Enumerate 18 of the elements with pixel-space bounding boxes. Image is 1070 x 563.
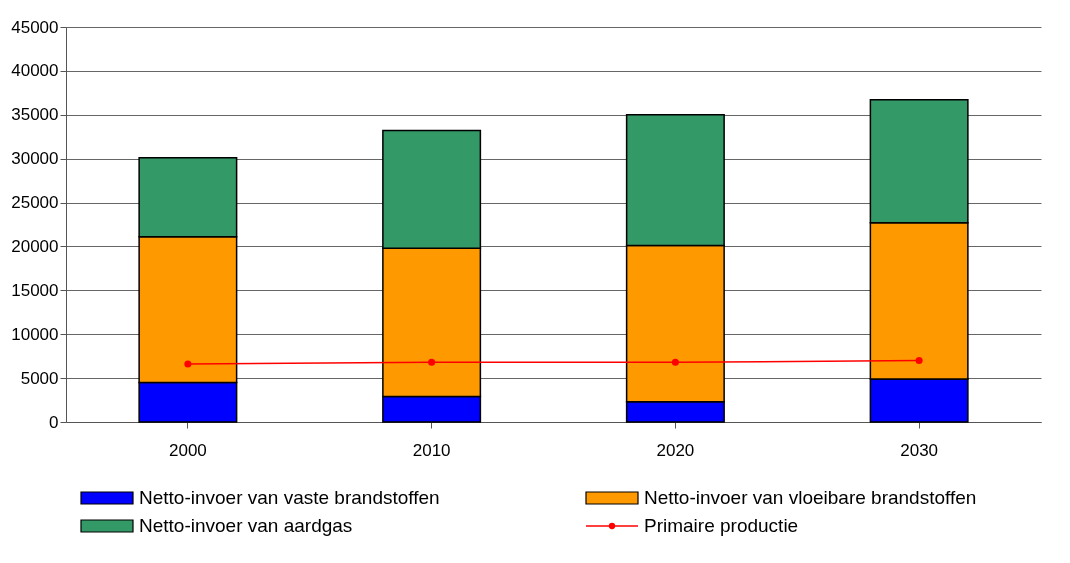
y-tick-label: 35000 xyxy=(11,105,59,125)
legend-label: Netto-invoer van vaste brandstoffen xyxy=(139,487,440,508)
y-tick-label: 30000 xyxy=(11,149,59,169)
y-tick-label: 20000 xyxy=(11,236,59,256)
y-tick-label: 5000 xyxy=(20,368,59,388)
x-tick-label: 2010 xyxy=(412,440,451,460)
x-tick-label: 2020 xyxy=(656,440,695,460)
x-tick-label: 2030 xyxy=(900,440,939,460)
y-tick-label: 40000 xyxy=(11,61,59,81)
y-tick-label: 0 xyxy=(49,412,59,432)
y-tick-label: 15000 xyxy=(11,280,59,300)
legend-label: Netto-invoer van vloeibare brandstoffen xyxy=(644,487,977,508)
legend-label: Netto-invoer van aardgas xyxy=(139,515,353,536)
y-tick-label: 10000 xyxy=(11,324,59,344)
x-tick-label: 2000 xyxy=(168,440,207,460)
y-tick-label: 45000 xyxy=(11,17,59,37)
y-tick-label: 25000 xyxy=(11,193,59,213)
legend-label: Primaire productie xyxy=(644,515,799,536)
